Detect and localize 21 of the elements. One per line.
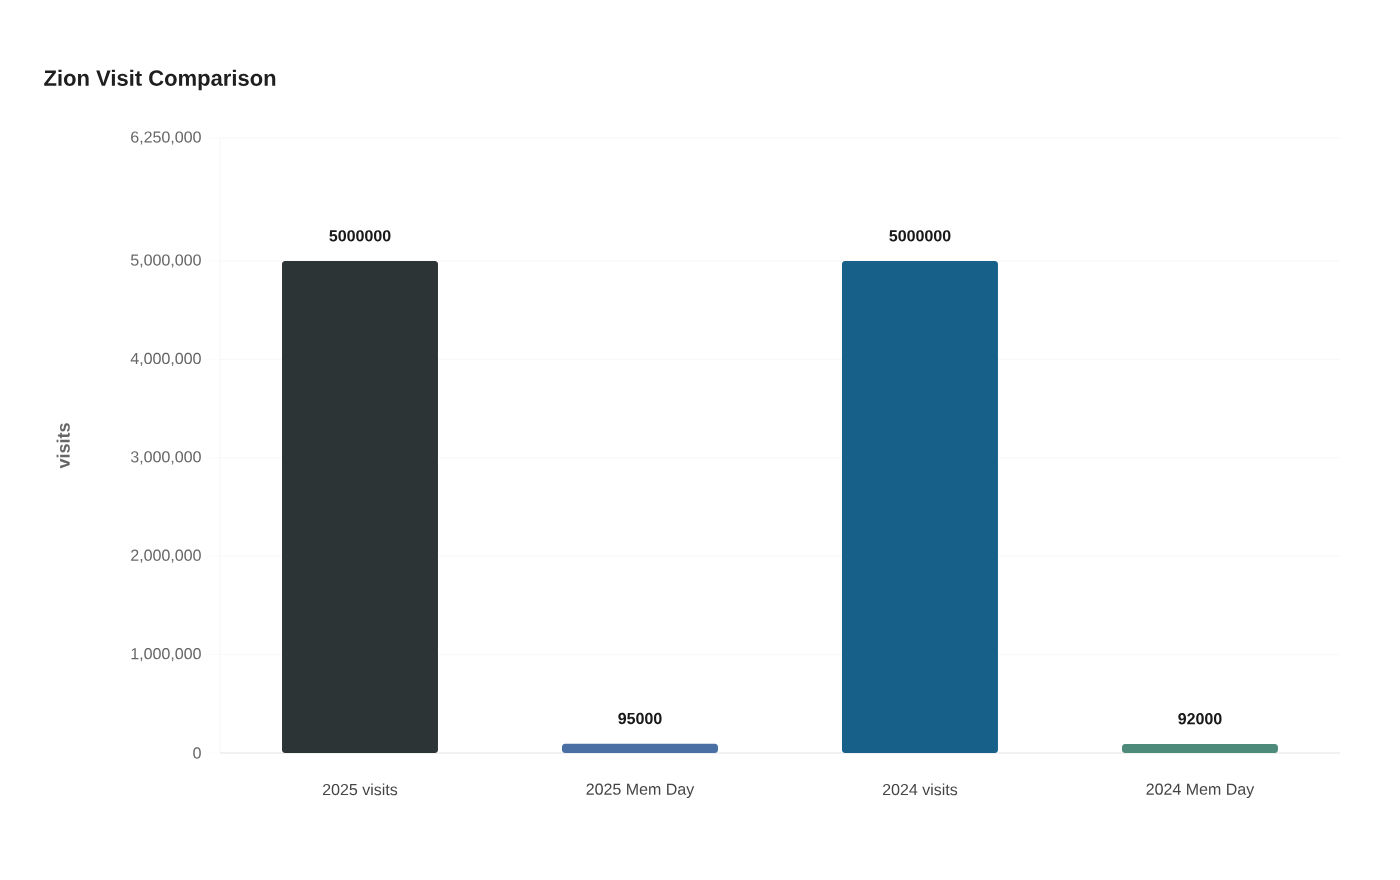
y-tick-label: 3,000,000: [130, 451, 201, 465]
y-axis-title: visits: [56, 423, 70, 469]
x-tick-label: 2025 visits: [323, 783, 398, 796]
y-tick-label: 2,000,000: [131, 549, 201, 563]
bar: [562, 743, 718, 753]
x-tick-label: 2024 visits: [882, 783, 958, 796]
data-label: 92000: [1178, 713, 1222, 725]
data-label: 5000000: [329, 230, 391, 242]
y-tick-label: 5,000,000: [130, 254, 201, 268]
y-tick-label: 0: [193, 747, 201, 759]
bar: [842, 261, 998, 753]
data-label: 5000000: [889, 230, 951, 242]
y-tick-label: 1,000,000: [131, 647, 201, 662]
chart-title: Zion Visit Comparison: [44, 69, 276, 91]
y-tick-label: 4,000,000: [130, 352, 201, 366]
bar: [1121, 743, 1278, 753]
bar: [282, 261, 438, 753]
data-label: 95000: [618, 712, 662, 725]
x-tick-label: 2025 Mem Day: [586, 783, 695, 799]
x-tick-label: 2024 Mem Day: [1146, 783, 1255, 799]
y-tick-label: 6,250,000: [131, 131, 201, 145]
